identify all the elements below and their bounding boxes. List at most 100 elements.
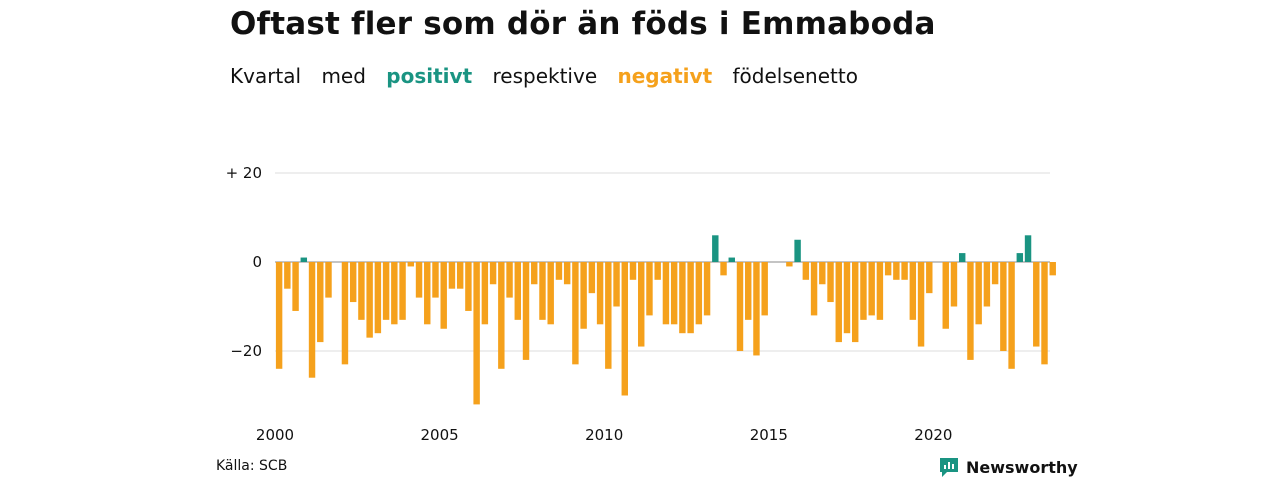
- bar: [852, 262, 859, 343]
- bar: [349, 262, 357, 303]
- bar: [687, 262, 694, 334]
- bar: [588, 262, 596, 294]
- y-tick-label: + 20: [226, 164, 262, 182]
- chart-title: Oftast fler som dör än föds i Emmaboda: [230, 6, 936, 42]
- bar: [275, 262, 283, 369]
- bar: [407, 262, 415, 267]
- bar: [917, 262, 925, 347]
- bar: [720, 262, 727, 276]
- bar: [703, 262, 711, 316]
- bar: [613, 262, 620, 307]
- bar: [761, 262, 768, 316]
- bar: [860, 262, 867, 320]
- bar: [498, 262, 505, 369]
- bar: [341, 262, 349, 365]
- bar: [424, 262, 431, 325]
- x-axis-labels: 2000 2005 2010 2015 2020: [256, 426, 953, 444]
- bar: [456, 262, 464, 289]
- subtitle-word: födelsenetto: [732, 64, 858, 88]
- bar: [1008, 262, 1015, 369]
- bar: [893, 262, 900, 280]
- x-tick-label: 2005: [421, 426, 459, 444]
- bar: [563, 262, 571, 285]
- bar: [876, 262, 884, 320]
- bar: [802, 262, 810, 280]
- bar: [1041, 262, 1048, 365]
- chart-subtitle: Kvartal med positivt respektive negativt…: [230, 64, 872, 88]
- source-note: Källa: SCB: [216, 458, 288, 474]
- bar: [753, 262, 760, 356]
- bar: [835, 262, 842, 343]
- bar: [448, 262, 456, 289]
- bar: [374, 262, 382, 334]
- subtitle-word: Kvartal: [230, 64, 302, 88]
- bar: [728, 257, 735, 262]
- bar: [745, 262, 752, 320]
- bar: [1000, 262, 1007, 351]
- bar: [308, 262, 316, 378]
- bar: [1033, 262, 1040, 347]
- subtitle-word: respektive: [492, 64, 598, 88]
- bar: [950, 262, 958, 307]
- bar: [580, 262, 587, 329]
- bar: [819, 262, 826, 285]
- bar: [670, 262, 678, 325]
- bar: [975, 262, 982, 325]
- bar: [794, 239, 801, 262]
- bar: [522, 262, 530, 360]
- bar: [629, 262, 637, 280]
- bar: [382, 262, 390, 320]
- y-axis-labels: + 20 0 −20: [226, 164, 262, 360]
- bar: [1024, 235, 1032, 262]
- bar: [884, 262, 892, 276]
- bar: [506, 262, 513, 298]
- bar: [1016, 253, 1024, 262]
- x-tick-label: 2020: [914, 426, 952, 444]
- bar: [539, 262, 546, 320]
- brand-logo[interactable]: Newsworthy: [938, 456, 1078, 478]
- bar: [646, 262, 653, 316]
- bar: [415, 262, 423, 298]
- negative-label: negativt: [617, 64, 713, 88]
- x-tick-label: 2000: [256, 426, 294, 444]
- bar: [662, 262, 670, 325]
- bar: [514, 262, 521, 320]
- bar: [292, 262, 299, 311]
- positive-label: positivt: [386, 64, 473, 88]
- newsworthy-logo-icon: [940, 458, 958, 477]
- bar: [967, 262, 974, 360]
- bar: [432, 262, 439, 298]
- y-tick-label: −20: [230, 342, 262, 360]
- bar: [531, 262, 538, 285]
- bar: [621, 262, 628, 396]
- bar: [983, 262, 991, 307]
- bar: [868, 262, 875, 316]
- bar: [909, 262, 917, 320]
- bar: [399, 262, 406, 320]
- bar: [679, 262, 686, 334]
- bar: [638, 262, 645, 347]
- bar: [596, 262, 604, 325]
- bar: [695, 262, 703, 325]
- y-tick-label: 0: [252, 253, 262, 271]
- bar: [712, 235, 719, 262]
- bar: [366, 262, 373, 338]
- bar: [901, 262, 908, 280]
- bar: [325, 262, 332, 298]
- bar: [786, 262, 793, 267]
- bar: [926, 262, 933, 294]
- bar: [481, 262, 489, 325]
- bar: [489, 262, 497, 285]
- bar: [473, 262, 480, 405]
- bar: [1049, 262, 1056, 276]
- subtitle-word: med: [321, 64, 366, 88]
- bar: [810, 262, 818, 316]
- bar: [991, 262, 999, 285]
- bar: [358, 262, 365, 320]
- bar: [736, 262, 744, 351]
- bar: [391, 262, 398, 325]
- bar: [605, 262, 612, 369]
- x-tick-label: 2010: [585, 426, 623, 444]
- bar: [555, 262, 563, 280]
